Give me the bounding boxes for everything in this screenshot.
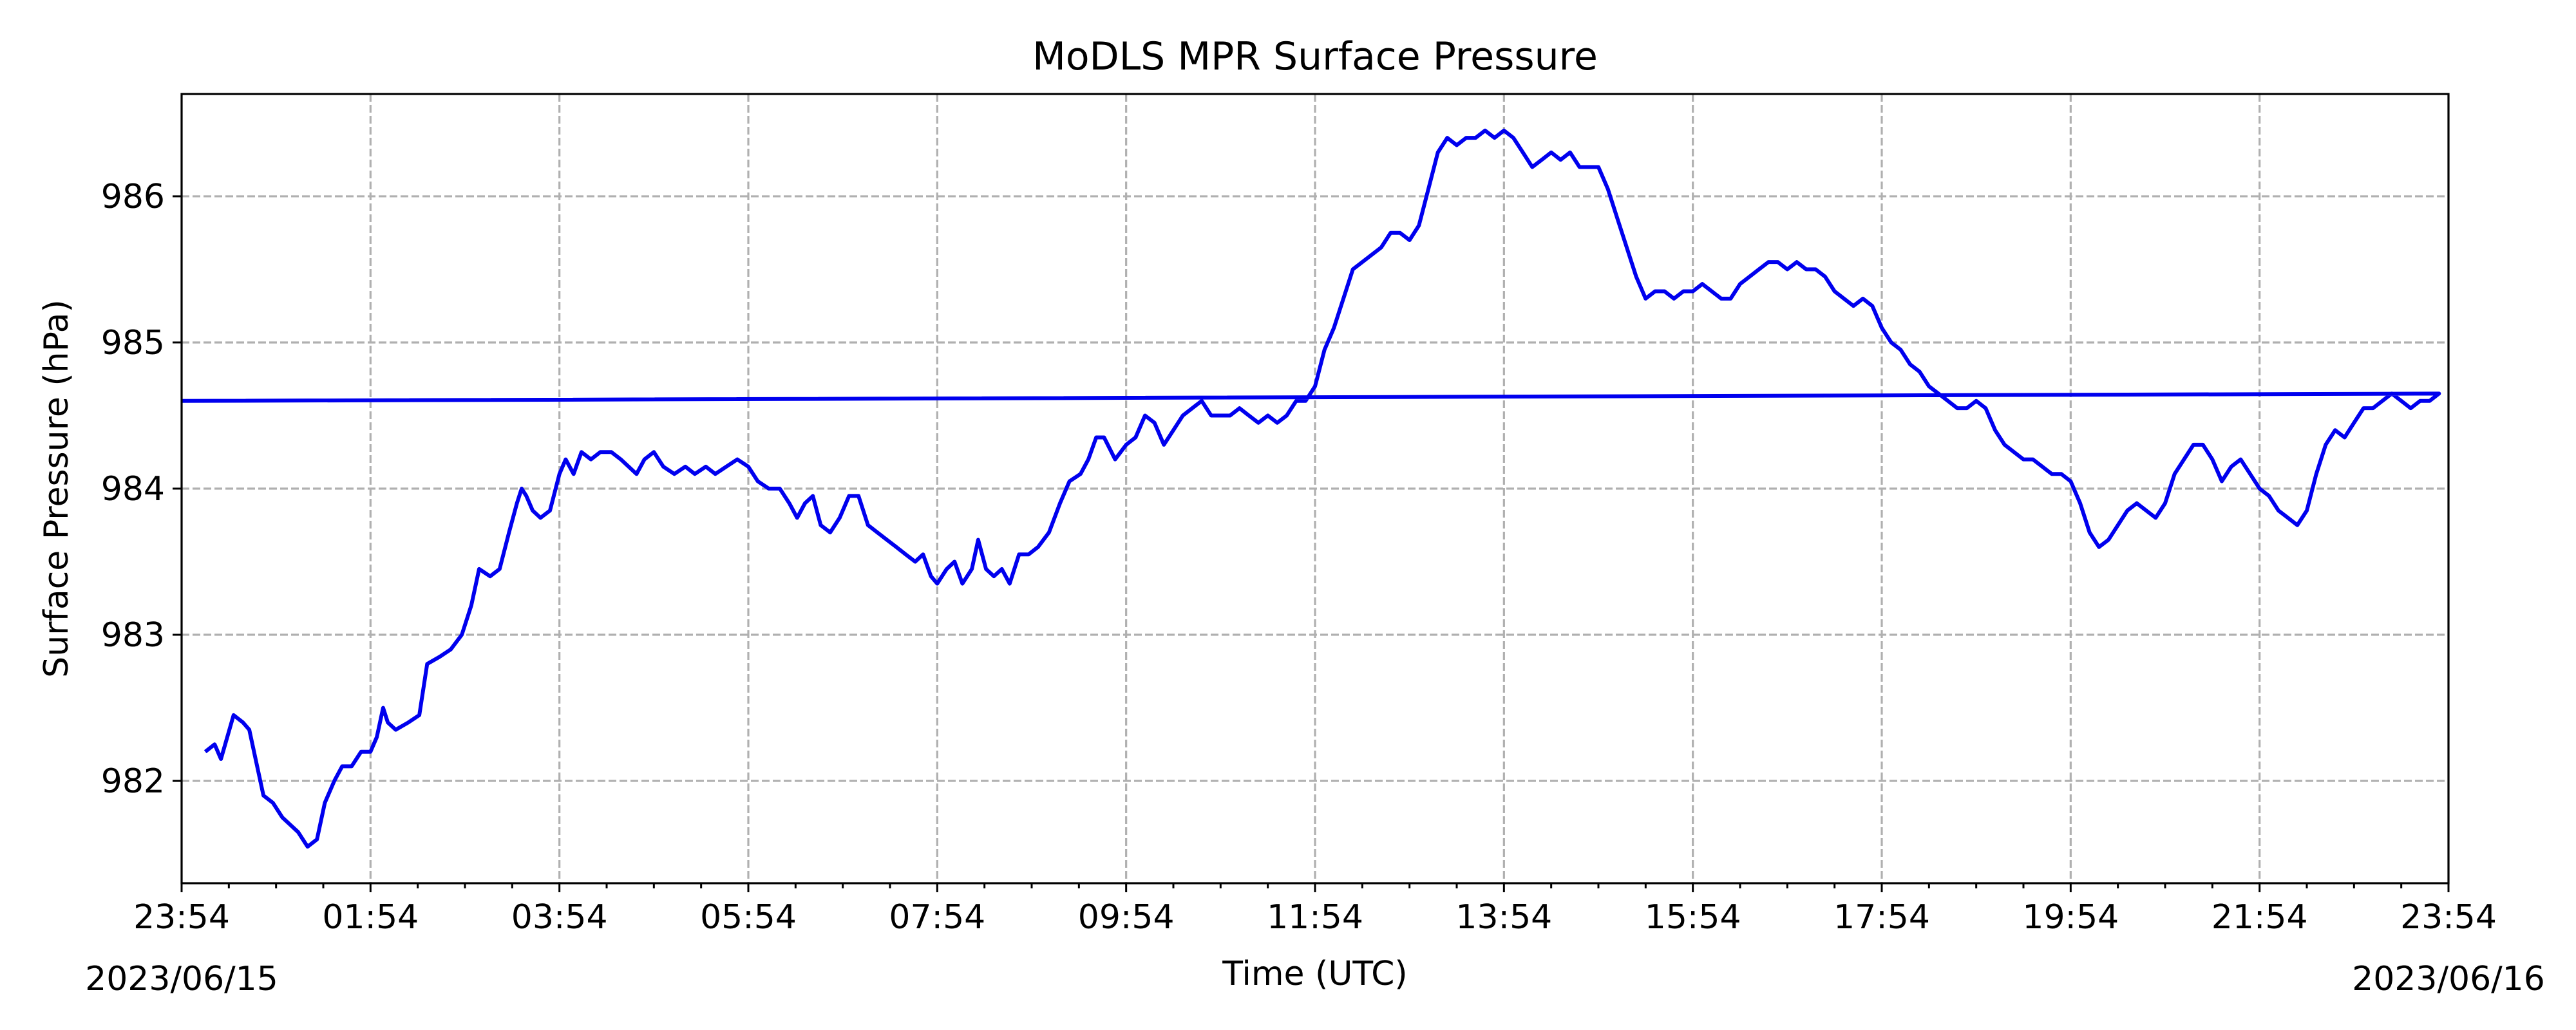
y-tick-label: 986 (101, 178, 165, 216)
gridlines (182, 94, 2448, 883)
x-tick-label: 19:54 (2022, 898, 2119, 937)
pressure-series-line (181, 128, 2441, 849)
x-tick-label: 09:54 (1078, 898, 1175, 937)
x-axis: 23:54 01:54 03:54 05:54 07:54 09:54 11:54 13:54… (133, 883, 2497, 937)
chart-title: MoDLS MPR Surface Pressure (1032, 34, 1598, 79)
y-axis-label: Surface Pressure (hPa) (37, 299, 76, 678)
y-tick-label: 984 (101, 470, 165, 509)
x-tick-label: 23:54 (2400, 898, 2497, 937)
y-axis: 982 983 984 985 986 (101, 178, 182, 801)
x-tick-label: 21:54 (2211, 898, 2308, 937)
x-tick-label: 07:54 (889, 898, 985, 937)
x-tick-label: 23:54 (133, 898, 230, 937)
plot-frame (180, 93, 2450, 885)
x-tick-label: 03:54 (511, 898, 608, 937)
x-tick-label: 05:54 (700, 898, 797, 937)
x-tick-label: 15:54 (1645, 898, 1741, 937)
x-start-date-label: 2023/06/15 (85, 960, 278, 998)
x-tick-label: 11:54 (1267, 898, 1363, 937)
y-tick-label: 983 (101, 616, 165, 655)
y-tick-label: 982 (101, 762, 165, 801)
x-tick-label: 01:54 (322, 898, 419, 937)
x-tick-label: 13:54 (1455, 898, 1552, 937)
x-tick-label: 17:54 (1833, 898, 1930, 937)
x-end-date-label: 2023/06/16 (2352, 960, 2545, 998)
x-axis-label: Time (UTC) (1222, 955, 1407, 993)
y-tick-label: 985 (101, 324, 165, 362)
